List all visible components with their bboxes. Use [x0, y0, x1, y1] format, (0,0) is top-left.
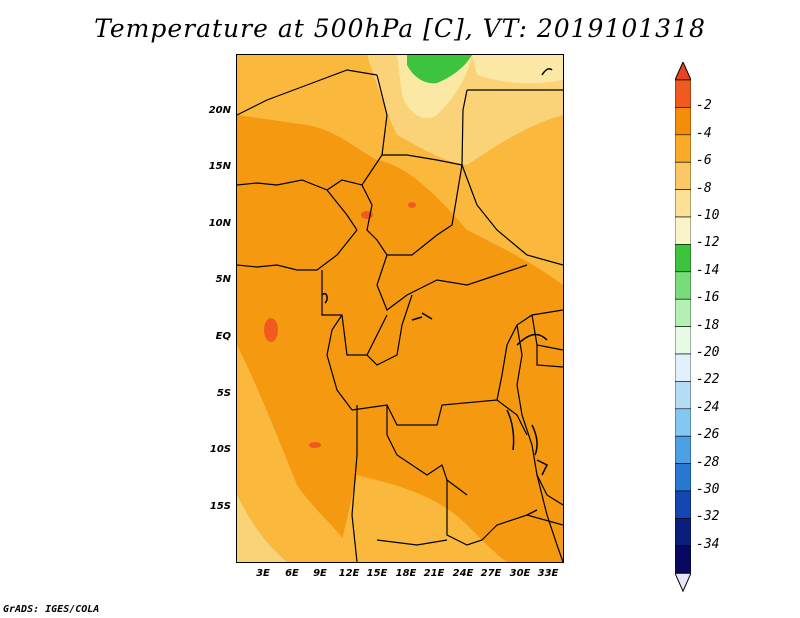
- colorbar-label: -16: [696, 290, 720, 306]
- colorbar-swatch: [674, 244, 692, 273]
- lon-label: 30E: [509, 568, 531, 579]
- colorbar-over-arrow: [674, 60, 692, 81]
- colorbar-swatch: [674, 161, 692, 190]
- lon-label: 18E: [395, 568, 417, 579]
- lat-label: 5S: [216, 388, 231, 399]
- temperature-field-map: [237, 55, 563, 562]
- colorbar-swatch: [674, 298, 692, 327]
- colorbar-label: -22: [696, 372, 720, 388]
- colorbar-label: -12: [696, 235, 720, 251]
- lat-label: 5N: [215, 274, 231, 285]
- colorbar-swatch: [674, 107, 692, 136]
- field-light-southwest: [237, 345, 357, 562]
- lat-label: 10N: [208, 218, 231, 229]
- colorbar-swatch: [674, 408, 692, 437]
- colorbar-label: -28: [696, 454, 720, 470]
- colorbar-swatch: [674, 545, 692, 574]
- colorbar-swatch: [674, 271, 692, 300]
- lat-label: 20N: [208, 105, 231, 116]
- colorbar-swatch: [674, 353, 692, 382]
- hot-spot-4: [408, 202, 416, 208]
- colorbar-swatch: [674, 79, 692, 108]
- colorbar: [674, 60, 692, 596]
- lat-label: 15N: [208, 161, 231, 172]
- colorbar-label: -8: [696, 180, 712, 196]
- colorbar-swatch: [674, 490, 692, 519]
- lon-label: 3E: [256, 568, 270, 579]
- colorbar-label: -6: [696, 153, 712, 169]
- colorbar-label: -34: [696, 536, 720, 552]
- colorbar-label: -14: [696, 262, 720, 278]
- lon-label: 33E: [537, 568, 559, 579]
- colorbar-label: -4: [696, 125, 712, 141]
- hot-spot-1: [264, 318, 278, 342]
- field-lighter-southwest: [237, 495, 287, 562]
- colorbar-swatch: [674, 326, 692, 355]
- colorbar-swatch: [674, 463, 692, 492]
- colorbar-swatch: [674, 518, 692, 547]
- colorbar-label: -30: [696, 482, 720, 497]
- colorbar-label: -20: [696, 345, 720, 360]
- hot-spot-2: [309, 442, 321, 448]
- lon-label: 15E: [366, 568, 388, 579]
- lat-label: EQ: [215, 331, 231, 342]
- lon-label: 24E: [452, 568, 474, 579]
- colorbar-under-arrow: [674, 572, 692, 593]
- field-pale-north2: [472, 55, 563, 84]
- colorbar-swatch: [674, 435, 692, 464]
- colorbar-swatch: [674, 189, 692, 218]
- colorbar-label: -26: [696, 427, 720, 443]
- colorbar-label: -10: [696, 208, 720, 223]
- colorbar-label: -24: [696, 399, 720, 415]
- lon-label: 27E: [480, 568, 502, 579]
- colorbar-label: -32: [696, 509, 720, 525]
- lon-label: 21E: [423, 568, 445, 579]
- field-green: [407, 55, 472, 84]
- colorbar-label: -2: [696, 98, 712, 114]
- lakes: [321, 68, 553, 516]
- lon-label: 9E: [313, 568, 327, 579]
- credit-text: GrADS: IGES/COLA: [3, 604, 100, 615]
- chart-title: Temperature at 500hPa [C], VT: 201910131…: [94, 14, 706, 43]
- lon-label: 12E: [338, 568, 360, 579]
- colorbar-swatch: [674, 381, 692, 410]
- lat-label: 15S: [209, 501, 231, 512]
- colorbar-swatch: [674, 134, 692, 163]
- hot-spot-3: [361, 211, 373, 219]
- lat-label: 10S: [209, 444, 231, 455]
- colorbar-swatches: [674, 60, 692, 593]
- lon-label: 6E: [285, 568, 299, 579]
- colorbar-label: -18: [696, 317, 720, 333]
- colorbar-swatch: [674, 216, 692, 245]
- map-panel: [236, 54, 564, 563]
